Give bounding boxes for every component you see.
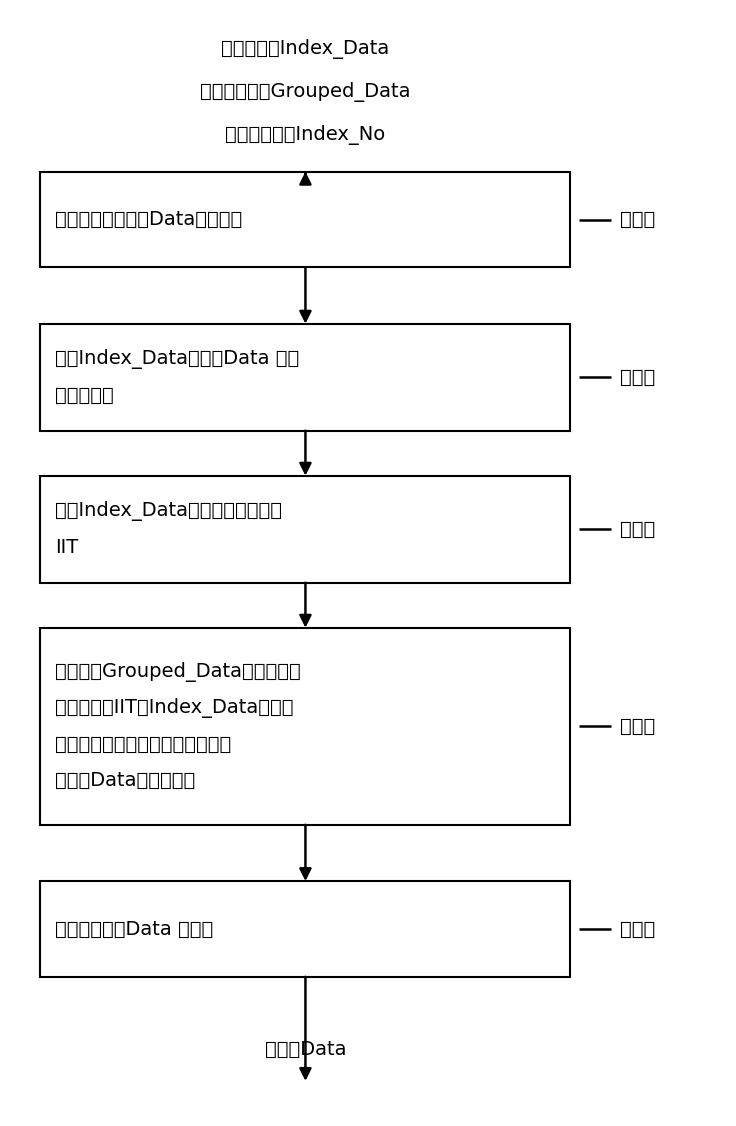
Text: 为还原原始数据块Data分配空间: 为还原原始数据块Data分配空间 bbox=[55, 211, 242, 229]
Text: 依据Index_Data，构建分组信息表: 依据Index_Data，构建分组信息表 bbox=[55, 501, 282, 521]
Bar bbox=[40, 881, 570, 977]
Text: 依次扫描Grouped_Data中的每一行: 依次扫描Grouped_Data中的每一行 bbox=[55, 662, 301, 682]
Text: 第五步: 第五步 bbox=[620, 920, 655, 938]
Text: 输出还原后的Data 数据块: 输出还原后的Data 数据块 bbox=[55, 920, 213, 938]
Text: 第二步: 第二步 bbox=[620, 368, 655, 386]
Text: 索引列数据Index_Data: 索引列数据Index_Data bbox=[222, 39, 389, 60]
Text: IIT: IIT bbox=[55, 538, 79, 556]
Text: 根据Index_Data，还原Data 中的: 根据Index_Data，还原Data 中的 bbox=[55, 349, 300, 369]
Text: 其写入Data数据块中；: 其写入Data数据块中； bbox=[55, 771, 196, 789]
Text: 该行在原始数据块中的位置，并将: 该行在原始数据块中的位置，并将 bbox=[55, 735, 231, 753]
Text: 第四步: 第四步 bbox=[620, 717, 655, 735]
Text: 数据，根据IIT和Index_Data，确定: 数据，根据IIT和Index_Data，确定 bbox=[55, 698, 294, 718]
Text: 第一步: 第一步 bbox=[620, 211, 655, 229]
Bar bbox=[40, 171, 570, 267]
Text: 数据块Data: 数据块Data bbox=[265, 1040, 346, 1058]
Text: 索引列数据: 索引列数据 bbox=[55, 386, 114, 404]
Text: 第三步: 第三步 bbox=[620, 520, 655, 538]
Bar bbox=[40, 628, 570, 824]
Text: 索引列的列号Index_No: 索引列的列号Index_No bbox=[225, 125, 386, 145]
Bar bbox=[40, 475, 570, 582]
Bar bbox=[40, 323, 570, 430]
Text: 分组重排数据Grouped_Data: 分组重排数据Grouped_Data bbox=[200, 82, 411, 102]
